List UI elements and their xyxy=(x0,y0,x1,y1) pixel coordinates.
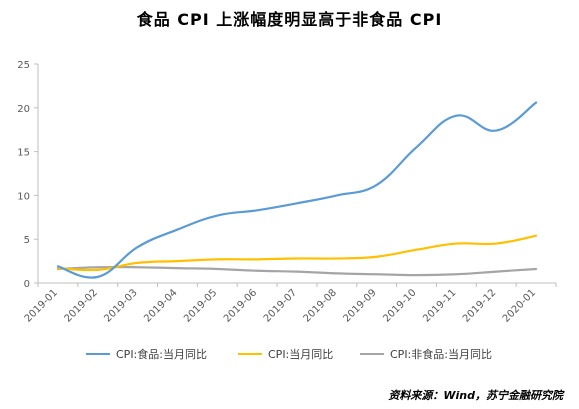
legend-label-food-cpi: CPI:食品:当月同比 xyxy=(116,348,207,361)
series-line-nonfood-cpi xyxy=(56,265,538,277)
x-tick-label: 2019-02 xyxy=(63,287,100,324)
series-line-food-cpi xyxy=(56,101,538,279)
x-tick-label: 2019-03 xyxy=(102,287,139,324)
x-tick-label: 2019-07 xyxy=(262,287,299,324)
y-tick-label: 10 xyxy=(17,191,30,202)
chart-legend: CPI:食品:当月同比 CPI:当月同比 CPI:非食品:当月同比 xyxy=(0,346,579,362)
y-tick-label: 25 xyxy=(17,60,30,71)
y-tick-label: 0 xyxy=(24,279,30,290)
y-tick-label: 5 xyxy=(24,235,30,246)
legend-label-cpi: CPI:当月同比 xyxy=(268,348,334,361)
legend-item-nonfood-cpi: CPI:非食品:当月同比 xyxy=(360,346,492,362)
x-tick-label: 2019-09 xyxy=(341,287,378,324)
legend-swatch-nonfood-cpi xyxy=(360,353,384,355)
x-tick-label: 2020-01 xyxy=(501,287,538,324)
x-tick-label: 2019-12 xyxy=(461,287,498,324)
x-tick-label: 2019-05 xyxy=(182,287,219,324)
x-tick-label: 2019-11 xyxy=(421,287,458,324)
legend-label-nonfood-cpi: CPI:非食品:当月同比 xyxy=(390,348,492,361)
y-tick-label: 20 xyxy=(17,104,30,115)
x-tick-label: 2019-06 xyxy=(222,287,259,324)
legend-swatch-cpi xyxy=(238,353,262,355)
x-tick-label: 2019-08 xyxy=(302,287,339,324)
x-tick-label: 2019-04 xyxy=(142,287,179,324)
y-tick-label: 15 xyxy=(17,148,30,159)
chart-title: 食品 CPI 上涨幅度明显高于非食品 CPI xyxy=(136,10,443,29)
x-tick-label: 2019-01 xyxy=(23,287,60,324)
x-tick-label: 2019-10 xyxy=(381,287,418,324)
legend-item-food-cpi: CPI:食品:当月同比 xyxy=(86,346,207,362)
source-note: 资料来源：Wind，苏宁金融研究院 xyxy=(388,389,563,402)
series-line-cpi xyxy=(56,234,538,272)
legend-item-cpi: CPI:当月同比 xyxy=(238,346,333,362)
legend-swatch-food-cpi xyxy=(86,353,110,355)
